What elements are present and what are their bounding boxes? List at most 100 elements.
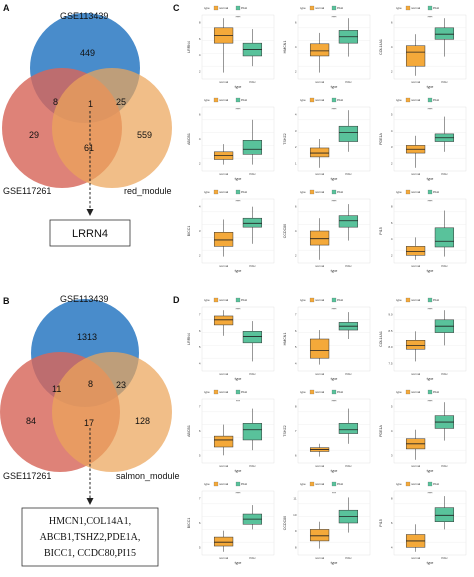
legend-swatch-0 bbox=[213, 189, 219, 195]
x-tick-label: PAH bbox=[441, 80, 447, 84]
legend-swatch-1 bbox=[331, 97, 337, 103]
venn-region-center: 8 bbox=[88, 379, 93, 389]
boxplot-tshz2: type normal PAH 1 2 3 4 TSHZ2 **** normal PAH type bbox=[283, 97, 371, 181]
y-tick-label: 7.5 bbox=[388, 361, 393, 365]
legend-label-1: PAH bbox=[337, 390, 343, 394]
box-normal bbox=[405, 340, 426, 350]
legend-swatch-1 bbox=[331, 297, 337, 303]
legend-title: type bbox=[204, 482, 210, 486]
boxplot-col14a1: type normal PAH 2 4 6 COL14A1 **** normal PAH type bbox=[379, 5, 467, 89]
gene-label: LRRN4 bbox=[187, 41, 191, 53]
venn-region-top-only: 1313 bbox=[77, 332, 97, 342]
legend-swatch-0 bbox=[405, 97, 411, 103]
plot-area bbox=[297, 14, 371, 80]
legend-label-1: PAH bbox=[337, 6, 343, 10]
box-pah bbox=[242, 423, 263, 441]
x-axis-label: type bbox=[331, 269, 338, 273]
y-tick-label: 11 bbox=[293, 497, 296, 501]
box-pah bbox=[338, 215, 359, 228]
boxplot-hmcn1: type normal PAH 4 5 6 7 HMCN1 **** normal PAH type bbox=[283, 297, 371, 381]
x-tick-label: normal bbox=[219, 464, 229, 468]
result-genes-line-3: BICC1, CCDC80,PI15 bbox=[44, 548, 136, 559]
x-tick-label: normal bbox=[315, 172, 325, 176]
venn-label-right: red_module bbox=[124, 186, 172, 196]
legend-swatch-0 bbox=[405, 297, 411, 303]
y-tick-label: 3 bbox=[391, 453, 393, 457]
legend-title: type bbox=[396, 298, 402, 302]
gene-label: PDE1A bbox=[379, 425, 383, 437]
x-tick-label: PAH bbox=[441, 172, 447, 176]
x-tick-label: normal bbox=[411, 264, 421, 268]
boxplot-pde1a: type normal PAH 3 4 5 PDE1A **** normal PAH type bbox=[379, 389, 467, 473]
box-pah bbox=[434, 227, 455, 248]
legend-label-0: normal bbox=[411, 190, 421, 194]
legend-label-1: PAH bbox=[241, 298, 247, 302]
x-axis-label: type bbox=[235, 177, 242, 181]
x-tick-label: normal bbox=[219, 372, 229, 376]
venn-region-right-only: 559 bbox=[137, 130, 152, 140]
panel-letter-c: C bbox=[173, 3, 180, 13]
x-axis-label: type bbox=[331, 561, 338, 565]
boxplot-lrrn4: type normal PAH 4 5 6 7 LRRN4 **** normal PAH type bbox=[187, 297, 275, 381]
result-genes-line-2: ABCB1,TSHZ2,PDE1A, bbox=[40, 532, 141, 543]
x-axis-label: type bbox=[331, 469, 338, 473]
arrow-head-a bbox=[86, 209, 94, 216]
x-tick-label: normal bbox=[315, 264, 325, 268]
significance-label: **** bbox=[428, 16, 434, 20]
y-tick-label: 4 bbox=[391, 429, 393, 433]
venn-circle-right bbox=[52, 352, 172, 472]
gene-label: BICC1 bbox=[187, 226, 191, 237]
significance-label: *** bbox=[332, 492, 336, 496]
legend-label-1: PAH bbox=[241, 390, 247, 394]
legend-swatch-1 bbox=[235, 481, 241, 487]
y-tick-label: 3 bbox=[295, 129, 297, 133]
legend-label-0: normal bbox=[411, 482, 421, 486]
significance-label: **** bbox=[332, 108, 338, 112]
legend-swatch-1 bbox=[331, 481, 337, 487]
gene-label: PI15 bbox=[379, 227, 383, 234]
y-tick-label: 2 bbox=[199, 161, 201, 165]
x-tick-label: normal bbox=[219, 556, 229, 560]
box-pah bbox=[338, 125, 359, 142]
boxplot-bicc1: type normal PAH 5 6 7 BICC1 **** normal PAH type bbox=[187, 481, 275, 565]
gene-label: TSHZ2 bbox=[283, 425, 287, 436]
y-tick-label: 6 bbox=[199, 429, 201, 433]
y-tick-label: 9 bbox=[295, 529, 297, 533]
gene-label: ABCB1 bbox=[187, 425, 191, 437]
x-tick-label: PAH bbox=[249, 264, 255, 268]
boxplot-col14a1: type normal PAH 7.5 8.0 8.5 9.0 COL14A1 **** norm… bbox=[379, 297, 467, 381]
legend-swatch-0 bbox=[213, 297, 219, 303]
y-tick-label: 2 bbox=[295, 69, 297, 73]
legend-label-0: normal bbox=[315, 6, 325, 10]
x-tick-label: PAH bbox=[441, 464, 447, 468]
legend-label-1: PAH bbox=[337, 298, 343, 302]
x-tick-label: normal bbox=[411, 556, 421, 560]
y-tick-label: 2 bbox=[295, 145, 297, 149]
significance-label: **** bbox=[236, 16, 242, 20]
venn-circle-right bbox=[52, 68, 172, 188]
plot-area bbox=[201, 198, 275, 264]
y-tick-label: 6 bbox=[295, 453, 297, 457]
y-tick-label: 5 bbox=[391, 405, 393, 409]
gene-label: ABCB1 bbox=[187, 133, 191, 145]
y-tick-label: 6 bbox=[391, 521, 393, 525]
x-axis-label: type bbox=[235, 85, 242, 89]
result-genes-line-1: HMCN1,COL14A1, bbox=[49, 516, 131, 527]
box-normal bbox=[213, 232, 234, 247]
x-tick-label: PAH bbox=[249, 80, 255, 84]
y-tick-label: 2 bbox=[295, 253, 297, 257]
y-tick-label: 7 bbox=[295, 313, 297, 317]
y-tick-label: 8.0 bbox=[388, 345, 393, 349]
y-tick-label: 2 bbox=[199, 253, 201, 257]
y-tick-label: 7 bbox=[199, 313, 201, 317]
x-tick-label: PAH bbox=[345, 172, 351, 176]
x-tick-label: PAH bbox=[345, 464, 351, 468]
venn-label-left: GSE117261 bbox=[3, 186, 51, 196]
plot-area bbox=[393, 106, 467, 172]
x-axis-label: type bbox=[427, 269, 434, 273]
plot-area bbox=[201, 14, 275, 80]
legend-swatch-1 bbox=[235, 97, 241, 103]
venn-label-top: GSE113439 bbox=[60, 294, 108, 304]
legend-title: type bbox=[204, 6, 210, 10]
